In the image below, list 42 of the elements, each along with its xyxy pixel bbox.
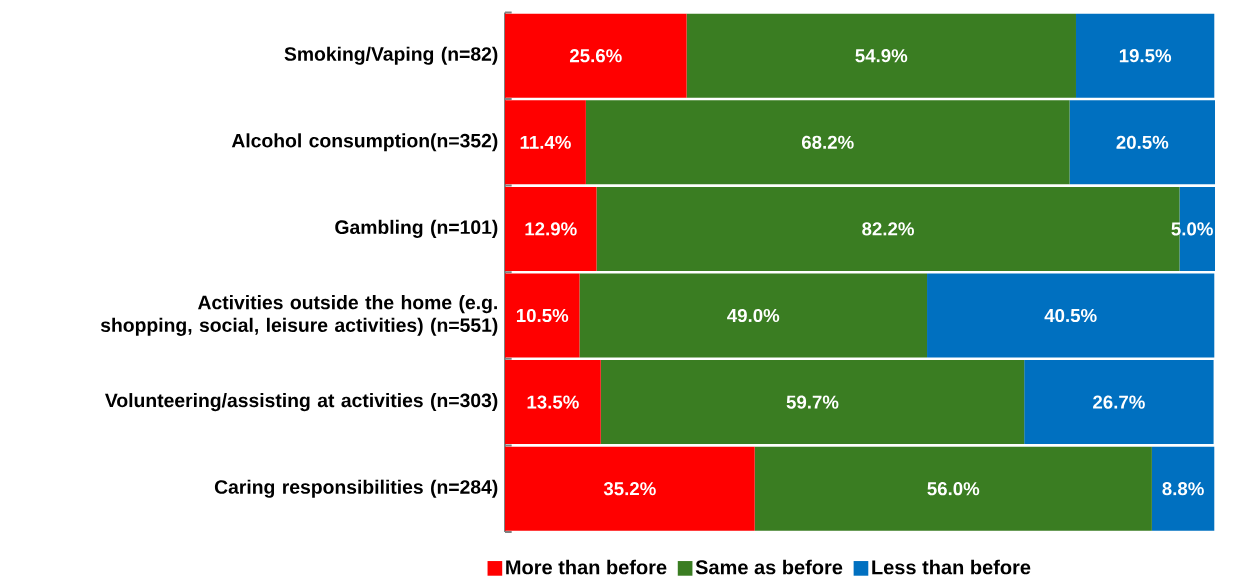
data-label: 25.6% [569,49,622,63]
bar [505,360,601,445]
data-label: 49.0% [727,308,780,323]
bar [1069,100,1216,185]
data-label: 68.2% [801,135,854,149]
bar [505,13,687,98]
data-label: 35.2% [603,482,656,496]
data-label: 20.5% [1116,135,1169,149]
legend-label: Same as before [695,559,843,575]
data-label: 56.0% [927,482,980,496]
y-tick-label: Smoking/Vaping (n=82) [284,46,498,65]
legend-label: Less than before [872,559,1031,575]
bar [585,100,1070,185]
bar [927,273,1215,358]
bar [1075,13,1215,98]
data-label: 10.5% [516,308,569,323]
legend-label: More than before [506,559,667,575]
data-label: 82.2% [862,222,914,236]
y-tick-label: Gambling (n=101) [335,219,498,238]
bar [686,13,1076,98]
data-label: 59.7% [786,395,839,409]
bar [1024,360,1214,445]
bar [754,446,1152,531]
bar [505,100,586,185]
data-label: 12.9% [525,222,577,236]
data-label: 54.9% [855,49,908,63]
data-label: 19.5% [1119,49,1172,63]
bar [505,446,755,531]
y-tick-label: Alcohol consumption(n=352) [231,133,498,152]
bar [505,273,580,358]
bar [505,186,597,271]
y-tick-label: Caring responsibilities (n=284) [214,479,498,498]
data-label: 13.5% [527,395,579,409]
data-label: 8.8% [1162,482,1204,496]
y-tick-label: Volunteering/assisting at activities (n=303) [105,393,498,412]
data-label: 26.7% [1093,395,1145,409]
bar [600,360,1025,445]
data-label: 11.4% [520,135,571,149]
bar [579,273,928,358]
bar [1151,446,1215,531]
data-label: 40.5% [1044,308,1097,323]
y-tick-label: Activities outside the home (e.g. shopping, social, leisure activities) (n=551) [100,295,498,336]
